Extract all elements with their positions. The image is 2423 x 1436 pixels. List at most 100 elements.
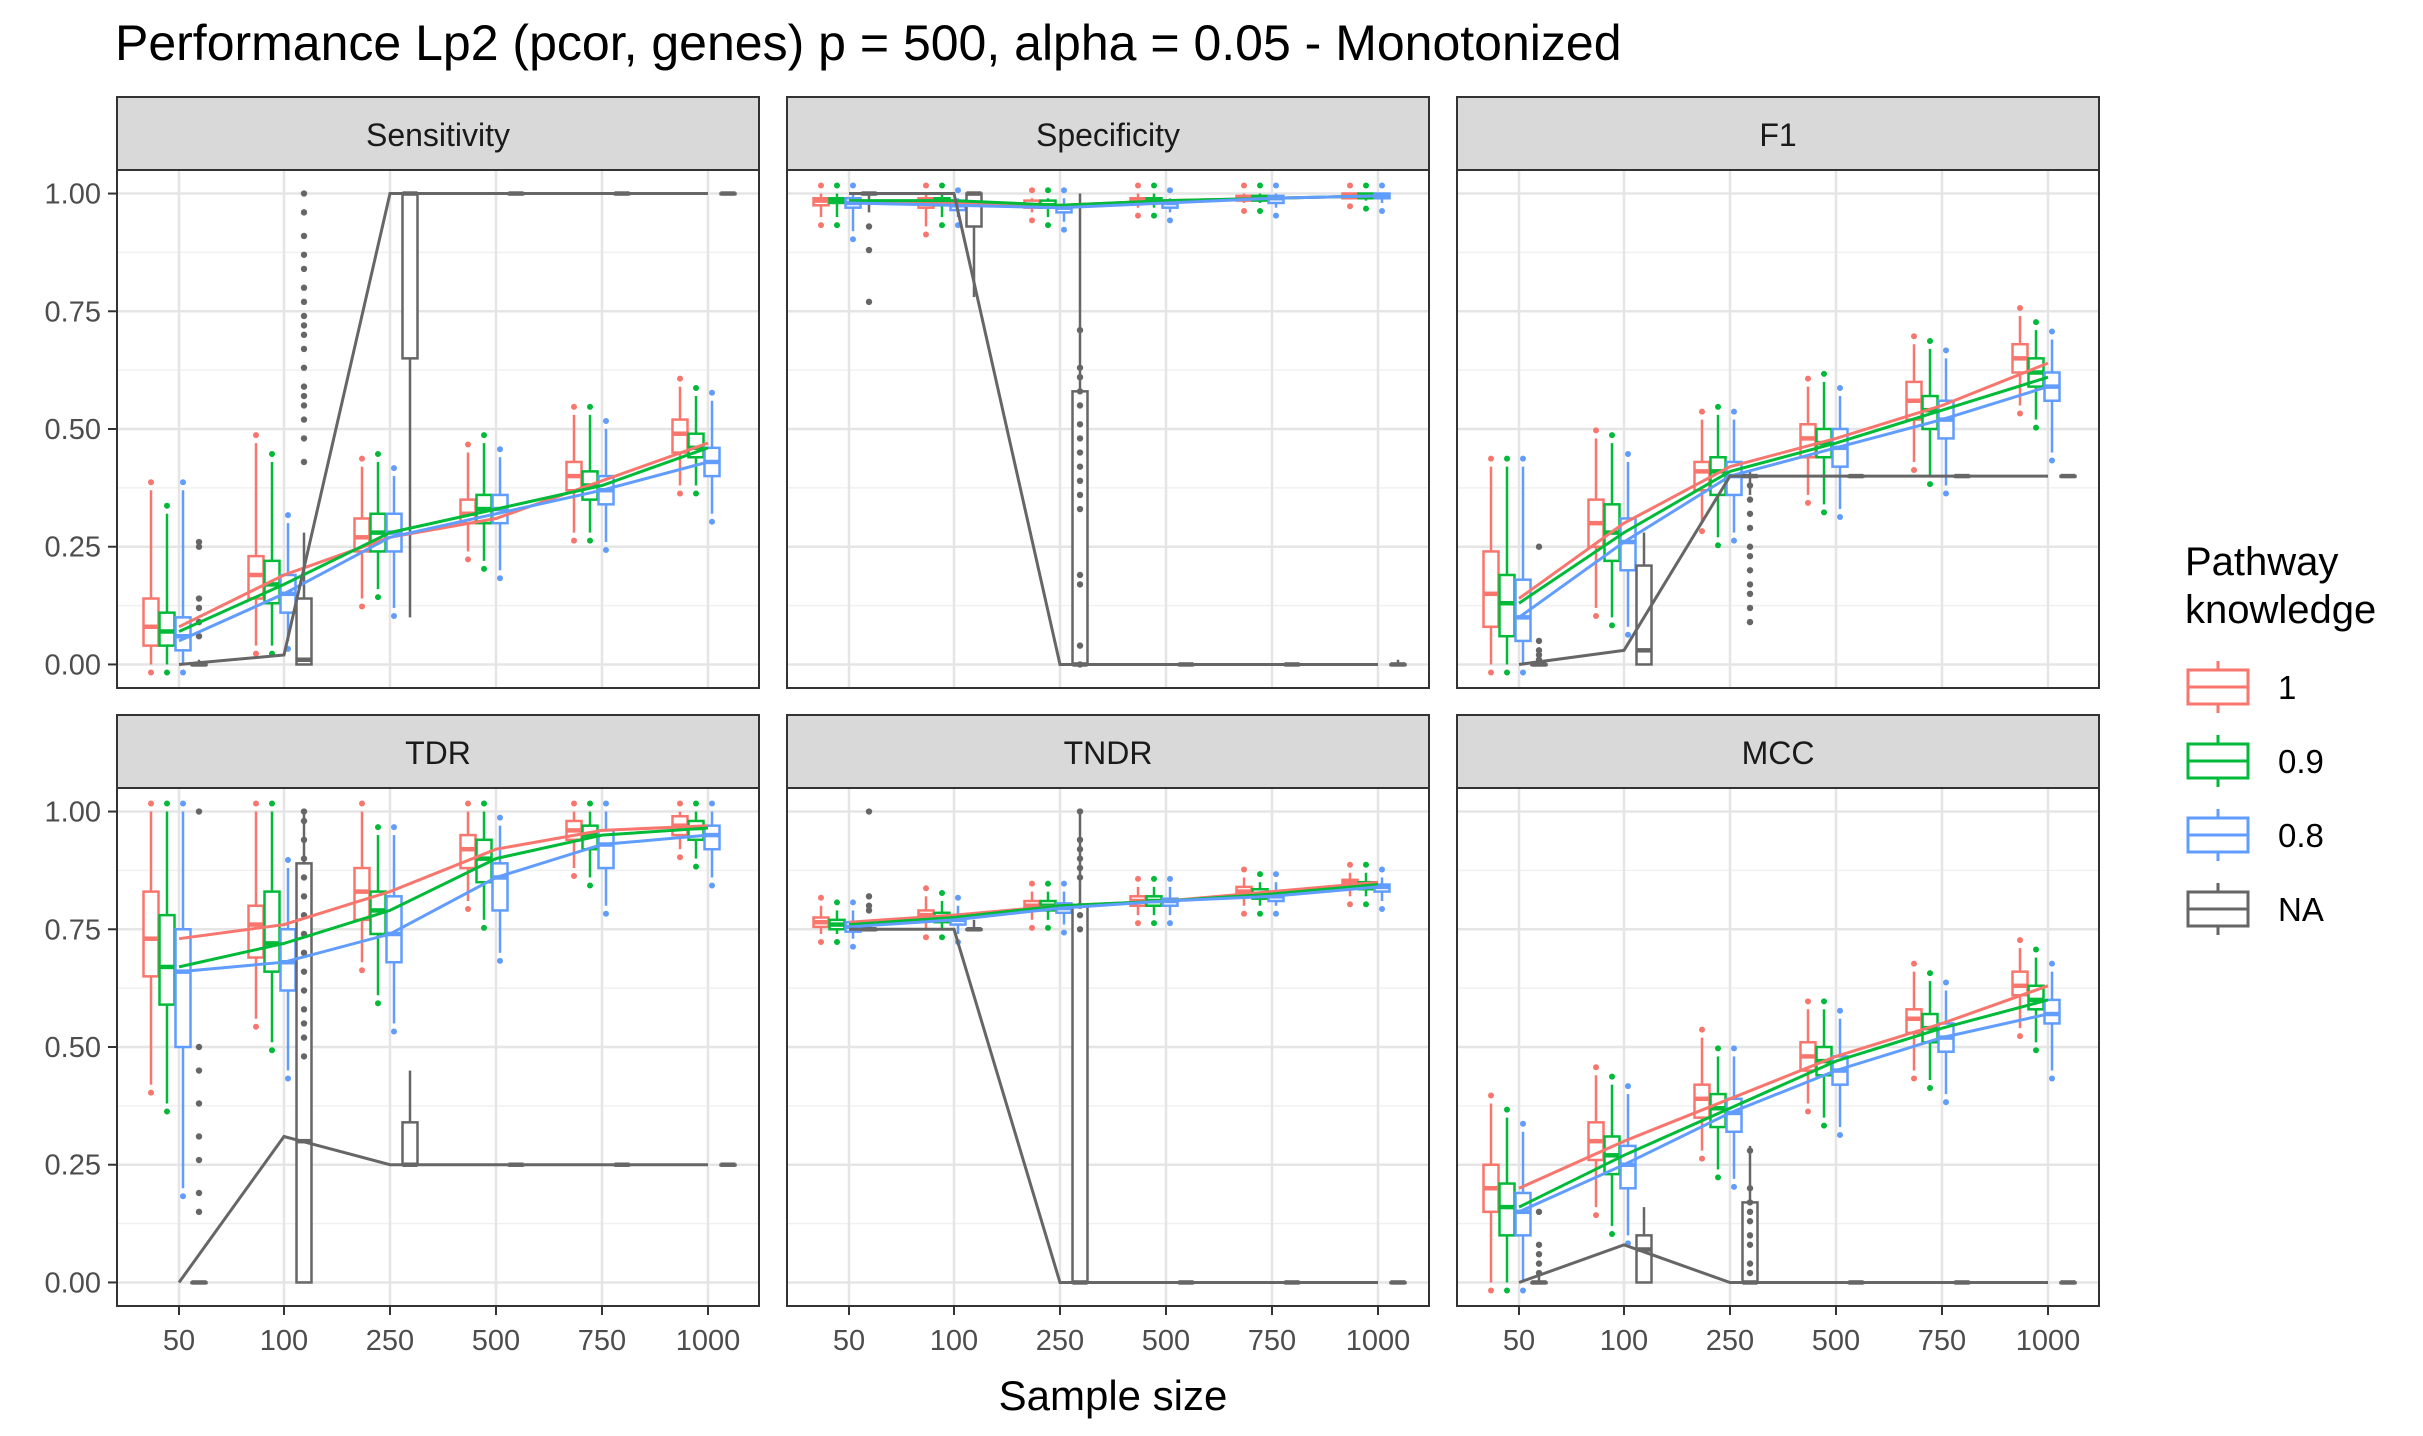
- outlier-point: [1076, 855, 1084, 862]
- outlier-point: [285, 857, 291, 864]
- outlier-point: [1837, 1007, 1843, 1014]
- outlier-point: [300, 392, 308, 400]
- outlier-point: [253, 650, 259, 657]
- outlier-point: [195, 595, 203, 602]
- outlier-point: [1943, 347, 1949, 354]
- box-mcc-1-1000: [2011, 948, 2029, 1029]
- outlier-point: [1379, 182, 1385, 189]
- trend-line-f1-1: [1518, 361, 2049, 600]
- outlier-point: [1535, 543, 1543, 550]
- box-body: [158, 611, 176, 647]
- outlier-point: [1347, 182, 1353, 189]
- outlier-point: [1241, 207, 1247, 214]
- outlier-point: [1379, 906, 1385, 913]
- legend: Pathway knowledge 1 0.9 0.8 NA: [2185, 540, 2376, 935]
- outlier-point: [195, 1189, 203, 1197]
- outlier-point: [1029, 880, 1035, 887]
- outlier-point: [375, 1000, 381, 1007]
- outlier-point: [1746, 543, 1754, 550]
- outlier-point: [1076, 374, 1084, 381]
- box-tdr-0-9-50: [158, 811, 176, 1104]
- trend-line-tndr-0-8: [848, 885, 1379, 929]
- outlier-point: [865, 808, 873, 815]
- box-body: [263, 890, 281, 973]
- outlier-point: [1699, 408, 1705, 415]
- outlier-point: [1504, 1106, 1510, 1113]
- trend-line-sensitivity-na: [178, 192, 708, 666]
- outlier-point: [693, 863, 699, 870]
- outlier-point: [195, 1067, 203, 1074]
- outlier-point: [850, 943, 856, 950]
- box-body: [1514, 1191, 1532, 1237]
- outlier-point: [300, 364, 308, 371]
- x-tick-label: 1000: [1346, 1325, 1411, 1357]
- outlier-point: [1927, 337, 1933, 344]
- outlier-point: [1625, 631, 1631, 638]
- outlier-point: [195, 1133, 203, 1140]
- outlier-point: [1076, 911, 1084, 919]
- outlier-point: [1076, 449, 1084, 456]
- outlier-point: [253, 432, 259, 439]
- box-mcc-na-50: [1530, 1273, 1548, 1285]
- x-tick-label: 100: [260, 1325, 308, 1357]
- outlier-point: [1837, 514, 1843, 521]
- outlier-point: [1076, 864, 1084, 872]
- x-tick-label: 1000: [2016, 1325, 2081, 1357]
- trend-line-sensitivity-1: [178, 441, 709, 629]
- panel-tdr: TDR 0.00 0.25 0.50 0.75 1.00 50 100 250 500 750 100…: [45, 714, 760, 1357]
- outlier-point: [818, 222, 824, 229]
- legend-label-1: 1: [2278, 669, 2296, 706]
- outlier-point: [1805, 1108, 1811, 1115]
- outlier-point: [834, 222, 840, 229]
- outlier-point: [923, 182, 929, 189]
- outlier-point: [195, 1043, 203, 1051]
- panel-border-f1: [1456, 169, 2100, 689]
- outlier-point: [693, 490, 699, 497]
- outlier-point: [603, 547, 609, 554]
- outlier-point: [195, 808, 203, 815]
- trend-line-mcc-1: [1518, 984, 2049, 1190]
- outlier-point: [180, 1193, 186, 1200]
- legend-keys: 1 0.9 0.8 NA: [2186, 661, 2324, 935]
- outlier-point: [1076, 388, 1084, 395]
- outlier-point: [2033, 424, 2039, 431]
- panel-border-specificity: [786, 169, 1430, 689]
- outlier-point: [1746, 567, 1754, 574]
- outlier-point: [1029, 924, 1035, 931]
- outlier-point: [300, 808, 308, 815]
- box-tdr-na-50: [190, 1280, 208, 1285]
- outlier-point: [300, 874, 308, 881]
- outlier-point: [1273, 212, 1279, 219]
- outlier-point: [939, 222, 945, 229]
- box-body: [295, 597, 313, 666]
- outlier-point: [1746, 1269, 1754, 1277]
- outlier-point: [1347, 861, 1353, 868]
- box-body: [491, 862, 509, 912]
- outlier-point: [1076, 463, 1084, 470]
- y-tick-label: 1.00: [45, 179, 101, 211]
- outlier-point: [1911, 960, 1917, 967]
- outlier-point: [1715, 1174, 1721, 1181]
- outlier-point: [1076, 874, 1084, 881]
- outlier-point: [391, 824, 397, 831]
- box-body: [2043, 998, 2061, 1025]
- outlier-point: [709, 800, 715, 807]
- outlier-point: [939, 890, 945, 897]
- outlier-point: [1746, 618, 1754, 626]
- outlier-point: [677, 854, 683, 861]
- outlier-point: [1535, 1241, 1543, 1248]
- outlier-point: [865, 246, 873, 254]
- outlier-point: [1609, 622, 1615, 629]
- outlier-point: [195, 1208, 203, 1216]
- strip-specificity: [786, 96, 1430, 171]
- box-body: [142, 597, 160, 647]
- outlier-point: [1520, 455, 1526, 462]
- outlier-point: [1076, 505, 1084, 513]
- outlier-point: [1731, 408, 1737, 415]
- outlier-point: [2017, 1033, 2023, 1040]
- box-f1-1-50: [1482, 466, 1500, 665]
- outlier-point: [603, 910, 609, 917]
- outlier-point: [300, 322, 308, 329]
- outlier-point: [603, 800, 609, 807]
- outlier-point: [1746, 1147, 1754, 1154]
